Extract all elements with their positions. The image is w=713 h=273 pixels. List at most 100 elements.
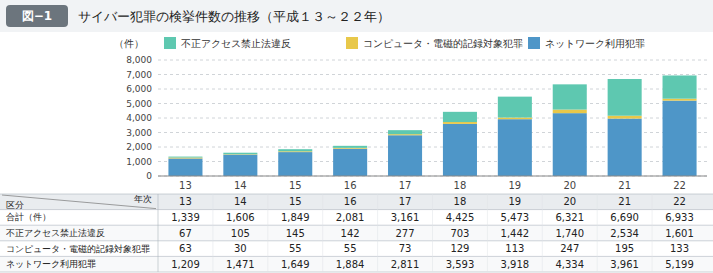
table-cell: 277 [396, 228, 415, 239]
table-cell: 2,081 [336, 212, 365, 223]
table-cell: 1,471 [226, 259, 255, 270]
x-tick-label: 20 [563, 180, 576, 191]
table-cell: 1,339 [171, 212, 200, 223]
table-rule [377, 194, 378, 272]
table-diagonal [2, 195, 156, 209]
table-cell: 55 [344, 243, 357, 254]
bar [608, 116, 642, 119]
bar [223, 155, 257, 176]
grid-line [158, 74, 707, 75]
table-cell: 6,321 [555, 212, 584, 223]
table-cell: 1,740 [555, 228, 584, 239]
table: 区分年次13141516171819202122合計（件）1,3391,6061… [0, 194, 713, 272]
y-tick-label: 8,000 [126, 55, 152, 65]
bars [168, 75, 696, 176]
bar [443, 122, 477, 124]
x-tick-label: 13 [179, 180, 192, 191]
table-rule [432, 194, 433, 272]
bar [278, 152, 312, 176]
table-cell: 3,961 [610, 259, 639, 270]
y-axis-label: （件） [114, 38, 144, 49]
table-rule [212, 194, 213, 272]
table-rule [0, 256, 713, 257]
bar [443, 124, 477, 176]
table-cell: 4,425 [446, 212, 475, 223]
table-cell: 1,606 [226, 212, 255, 223]
table-cell: 73 [399, 243, 412, 254]
bar [663, 101, 697, 176]
bar [168, 158, 202, 176]
table-rule [542, 194, 543, 272]
y-tick-label: 1,000 [126, 157, 152, 167]
y-tick-label: 3,000 [126, 128, 152, 138]
table-cell: 703 [450, 228, 469, 239]
bar [553, 110, 587, 114]
table-rule [652, 194, 653, 272]
table-cell: 105 [231, 228, 250, 239]
table-cell: 247 [560, 243, 579, 254]
y-tick-label: 7,000 [126, 70, 152, 80]
y-tick-label: 5,000 [126, 99, 152, 109]
table-cell: 3,161 [391, 212, 420, 223]
table-cell: 142 [341, 228, 360, 239]
x-tick-label: 18 [454, 180, 467, 191]
x-tick-label: 21 [618, 180, 631, 191]
table-row-label: コンピュータ・電磁的記録対象犯罪 [6, 244, 150, 254]
table-row-header: 区分 [6, 200, 24, 210]
grid-line [158, 176, 707, 177]
bar [608, 119, 642, 176]
table-cell: 1,601 [665, 228, 694, 239]
bar [608, 79, 642, 116]
table-row-label: 合計（件） [6, 212, 51, 222]
bar [388, 135, 422, 176]
table-cell: 6,933 [665, 212, 694, 223]
table-cell: 113 [505, 243, 524, 254]
bar [168, 156, 202, 158]
table-rule [0, 209, 713, 210]
table-header-row [0, 194, 713, 210]
bar [333, 149, 367, 176]
table-cell: 4,334 [555, 259, 584, 270]
table-cell: 5,473 [501, 212, 530, 223]
table-cell: 30 [234, 243, 247, 254]
chart: 図−1サイバー犯罪の検挙件数の推移（平成１３～２２年）（件）不正アクセス禁止法違… [0, 0, 713, 273]
y-axis: 01,0002,0003,0004,0005,0006,0007,0008,00… [126, 55, 707, 181]
bar [553, 84, 587, 109]
y-tick-label: 6,000 [126, 84, 152, 94]
table-column-label: 14 [234, 196, 247, 207]
y-tick-label: 4,000 [126, 113, 152, 123]
table-row-label: ネットワーク利用犯罪 [6, 259, 96, 269]
table-rule [597, 194, 598, 272]
table-cell: 3,593 [446, 259, 475, 270]
table-column-label: 20 [563, 196, 576, 207]
table-rule [0, 272, 713, 273]
header-band [0, 0, 713, 32]
x-tick-label: 15 [289, 180, 302, 191]
x-tick-label: 19 [508, 180, 521, 191]
bar [443, 112, 477, 122]
table-rule [0, 225, 713, 226]
bar [333, 146, 367, 148]
y-tick-label: 2,000 [126, 142, 152, 152]
bar [223, 153, 257, 155]
table-column-label: 16 [344, 196, 357, 207]
table-cell: 195 [615, 243, 634, 254]
table-row-label: 不正アクセス禁止法違反 [6, 228, 105, 238]
title-box [6, 5, 68, 27]
legend: 不正アクセス禁止法違反コンピュータ・電磁的記録対象犯罪ネットワーク利用犯罪 [164, 37, 645, 49]
table-column-label: 13 [179, 196, 192, 207]
legend-label: ネットワーク利用犯罪 [545, 38, 645, 49]
x-axis-line [158, 176, 707, 177]
bar [663, 99, 697, 101]
table-cell: 2,534 [610, 228, 639, 239]
table-cell: 55 [289, 243, 302, 254]
table-cell: 67 [179, 228, 192, 239]
legend-swatch [164, 37, 176, 49]
table-cell: 2,811 [391, 259, 420, 270]
x-axis: 13141516171819202122 [158, 176, 707, 191]
title: 図−1 [22, 9, 52, 23]
x-tick-label: 16 [344, 180, 357, 191]
table-rule [0, 240, 713, 241]
table-cell: 145 [286, 228, 305, 239]
x-tick-label: 14 [234, 180, 247, 191]
